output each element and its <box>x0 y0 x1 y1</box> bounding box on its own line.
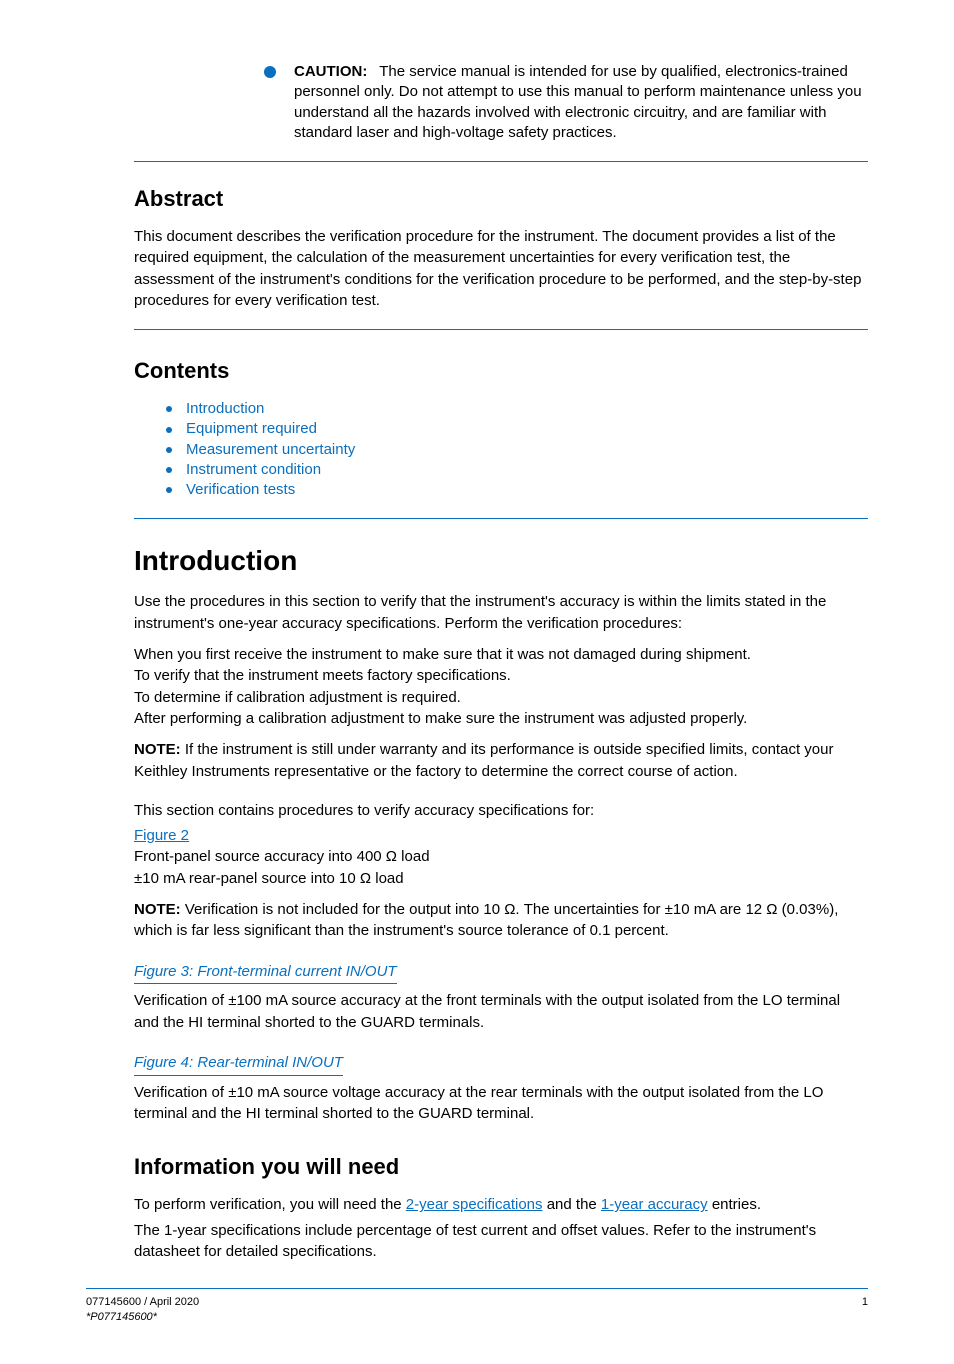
toc-item: Instrument condition <box>134 460 868 480</box>
caution-text-block: CAUTION: The service manual is intended … <box>294 62 868 143</box>
footer-rights: *P077145600* <box>86 1310 706 1324</box>
toc-link-condition[interactable]: Instrument condition <box>186 460 321 480</box>
footer-left: 077145600 / April 2020 *P077145600* <box>86 1295 706 1324</box>
caution-label: CAUTION: <box>294 63 367 80</box>
heading-abstract: Abstract <box>134 186 868 212</box>
toc-item: Introduction <box>134 399 868 419</box>
intro-list-item: To verify that the instrument meets fact… <box>134 665 868 686</box>
rule-footer <box>86 1288 868 1289</box>
figure-4-link[interactable]: Figure 4: Rear-terminal IN/OUT <box>134 1054 343 1071</box>
toc-item: Equipment required <box>134 419 868 439</box>
fig2-link-row: Figure 2 <box>134 825 868 846</box>
fig2-note-label: NOTE: <box>134 901 181 918</box>
caution-bullet-icon <box>264 66 276 78</box>
intro-note: NOTE: If the instrument is still under w… <box>134 739 868 782</box>
info-line1-prefix: To perform verification, you will need t… <box>134 1196 406 1213</box>
figure-3-heading: Figure 3: Front-terminal current IN/OUT <box>134 962 397 985</box>
info-line2: The 1-year specifications include percen… <box>134 1220 868 1263</box>
rule-2 <box>134 329 868 330</box>
toc-link-uncertainty[interactable]: Measurement uncertainty <box>186 440 355 460</box>
intro-list-item: To determine if calibration adjustment i… <box>134 687 868 708</box>
info-line1-suffix: entries. <box>712 1196 761 1213</box>
toc-bullet-icon <box>166 487 172 493</box>
heading-introduction: Introduction <box>134 545 868 577</box>
fig2-bullets: Front-panel source accuracy into 400 Ω l… <box>134 846 868 889</box>
footer-page-number: 1 <box>706 1295 868 1309</box>
figure-3-body: Verification of ±100 mA source accuracy … <box>134 990 868 1033</box>
intro-note-label: NOTE: <box>134 741 181 758</box>
rule-1 <box>134 161 868 162</box>
info-link-2yr[interactable]: 2-year specifications <box>406 1196 543 1213</box>
intro-para1: Use the procedures in this section to ve… <box>134 591 868 634</box>
footer-docno: 077145600 / April 2020 <box>86 1295 706 1309</box>
heading-info: Information you will need <box>134 1154 868 1180</box>
toc-bullet-icon <box>166 447 172 453</box>
toc-link-tests[interactable]: Verification tests <box>186 480 295 500</box>
toc-bullet-icon <box>166 406 172 412</box>
caution-body: The service manual is intended for use b… <box>294 63 862 141</box>
figure-4-body: Verification of ±10 mA source voltage ac… <box>134 1082 868 1125</box>
intro-note-body: If the instrument is still under warrant… <box>134 741 833 779</box>
fig2-bullet-item: Front-panel source accuracy into 400 Ω l… <box>134 846 868 867</box>
toc-item: Verification tests <box>134 480 868 500</box>
fig2-note-body: Verification is not included for the out… <box>134 901 838 939</box>
toc-bullet-icon <box>166 467 172 473</box>
toc-link-equipment[interactable]: Equipment required <box>186 419 317 439</box>
footer-grid: 077145600 / April 2020 *P077145600* 1 <box>86 1295 868 1324</box>
fig2-note: NOTE: Verification is not included for t… <box>134 899 868 942</box>
footer: 077145600 / April 2020 *P077145600* 1 <box>86 1288 868 1324</box>
figure-2-link[interactable]: Figure 2 <box>134 827 189 844</box>
fig2-bullet-item: ±10 mA rear-panel source into 10 Ω load <box>134 868 868 889</box>
page: CAUTION: The service manual is intended … <box>0 0 954 1364</box>
figure-3-link[interactable]: Figure 3: Front-terminal current IN/OUT <box>134 963 397 980</box>
fig2-intro: This section contains procedures to veri… <box>134 800 868 821</box>
toc-link-introduction[interactable]: Introduction <box>186 399 264 419</box>
toc-item: Measurement uncertainty <box>134 440 868 460</box>
abstract-body: This document describes the verification… <box>134 226 868 311</box>
top-caution-section: CAUTION: The service manual is intended … <box>86 62 868 143</box>
toc-bullet-icon <box>166 427 172 433</box>
caution-row: CAUTION: The service manual is intended … <box>86 62 868 143</box>
footer-right: 1 <box>706 1295 868 1324</box>
info-link-1yr[interactable]: 1-year accuracy <box>601 1196 708 1213</box>
info-line1: To perform verification, you will need t… <box>134 1194 868 1215</box>
intro-list-item: After performing a calibration adjustmen… <box>134 708 868 729</box>
info-line1-mid: and the <box>547 1196 601 1213</box>
toc-list: Introduction Equipment required Measurem… <box>134 399 868 500</box>
intro-list: When you first receive the instrument to… <box>134 644 868 729</box>
rule-3 <box>134 518 868 519</box>
intro-list-item: When you first receive the instrument to… <box>134 644 868 665</box>
figure-4-heading: Figure 4: Rear-terminal IN/OUT <box>134 1053 343 1076</box>
heading-contents: Contents <box>134 358 868 384</box>
